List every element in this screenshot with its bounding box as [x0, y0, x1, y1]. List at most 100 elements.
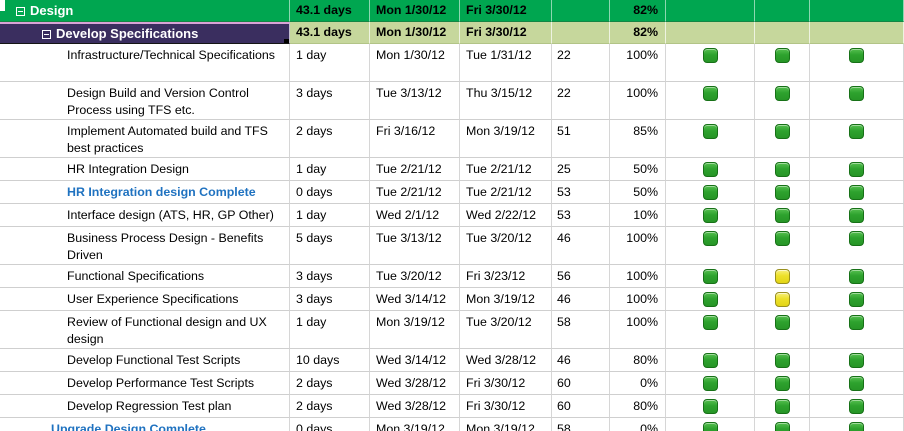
table-row[interactable]: User Experience Specifications 3 days We…	[0, 288, 904, 311]
percent-complete-cell[interactable]: 85%	[610, 120, 666, 158]
finish-date-cell[interactable]: Tue 2/21/12	[460, 158, 552, 181]
start-date-cell[interactable]: Mon 1/30/12	[370, 22, 460, 44]
task-name-cell[interactable]: Interface design (ATS, HR, GP Other)	[0, 204, 290, 227]
indicator-cell-3[interactable]	[810, 418, 904, 431]
predecessor-cell[interactable]: 22	[552, 82, 610, 120]
task-name-cell[interactable]: HR Integration design Complete	[0, 181, 290, 204]
table-row[interactable]: Develop Regression Test plan 2 days Wed …	[0, 395, 904, 418]
indicator-cell-2[interactable]	[755, 227, 810, 265]
start-date-cell[interactable]: Mon 1/30/12	[370, 0, 460, 22]
finish-date-cell[interactable]: Thu 3/15/12	[460, 82, 552, 120]
duration-cell[interactable]: 0 days	[290, 181, 370, 204]
finish-date-cell[interactable]: Fri 3/30/12	[460, 372, 552, 395]
duration-cell[interactable]: 2 days	[290, 120, 370, 158]
percent-complete-cell[interactable]: 0%	[610, 372, 666, 395]
predecessor-cell[interactable]: 22	[552, 44, 610, 82]
indicator-cell-3[interactable]	[810, 44, 904, 82]
indicator-cell-1[interactable]	[666, 265, 755, 288]
percent-complete-cell[interactable]: 82%	[610, 22, 666, 44]
task-name-cell[interactable]: Upgrade Design Complete	[0, 418, 290, 431]
finish-date-cell[interactable]: Fri 3/30/12	[460, 22, 552, 44]
percent-complete-cell[interactable]: 100%	[610, 311, 666, 349]
indicator-cell-1[interactable]	[666, 120, 755, 158]
finish-date-cell[interactable]: Mon 3/19/12	[460, 120, 552, 158]
indicator-cell-2[interactable]	[755, 265, 810, 288]
task-name-cell[interactable]: Develop Performance Test Scripts	[0, 372, 290, 395]
finish-date-cell[interactable]: Fri 3/30/12	[460, 0, 552, 22]
start-date-cell[interactable]: Fri 3/16/12	[370, 120, 460, 158]
indicator-cell-3[interactable]	[810, 120, 904, 158]
indicator-cell-3[interactable]	[810, 288, 904, 311]
predecessor-cell[interactable]: 58	[552, 418, 610, 431]
percent-complete-cell[interactable]: 100%	[610, 82, 666, 120]
start-date-cell[interactable]: Tue 3/13/12	[370, 227, 460, 265]
start-date-cell[interactable]: Wed 3/28/12	[370, 372, 460, 395]
table-row[interactable]: Functional Specifications 3 days Tue 3/2…	[0, 265, 904, 288]
indicator-cell-3[interactable]	[810, 0, 904, 22]
indicator-cell-3[interactable]	[810, 311, 904, 349]
indicator-cell-3[interactable]	[810, 395, 904, 418]
indicator-cell-1[interactable]	[666, 418, 755, 431]
table-row[interactable]: Develop Functional Test Scripts 10 days …	[0, 349, 904, 372]
task-name-cell[interactable]: User Experience Specifications	[0, 288, 290, 311]
collapse-icon[interactable]	[42, 30, 51, 39]
duration-cell[interactable]: 2 days	[290, 395, 370, 418]
table-row[interactable]: Upgrade Design Complete 0 days Mon 3/19/…	[0, 418, 904, 431]
start-date-cell[interactable]: Mon 3/19/12	[370, 418, 460, 431]
collapse-icon[interactable]	[16, 7, 25, 16]
finish-date-cell[interactable]: Mon 3/19/12	[460, 418, 552, 431]
indicator-cell-1[interactable]	[666, 158, 755, 181]
table-row[interactable]: HR Integration design Complete 0 days Tu…	[0, 181, 904, 204]
duration-cell[interactable]: 3 days	[290, 82, 370, 120]
table-row[interactable]: Design Build and Version Control Process…	[0, 82, 904, 120]
summary-row-design[interactable]: Design 43.1 days Mon 1/30/12 Fri 3/30/12…	[0, 0, 904, 22]
table-row[interactable]: Implement Automated build and TFS best p…	[0, 120, 904, 158]
indicator-cell-2[interactable]	[755, 120, 810, 158]
percent-complete-cell[interactable]: 100%	[610, 227, 666, 265]
predecessor-cell[interactable]: 60	[552, 395, 610, 418]
duration-cell[interactable]: 1 day	[290, 158, 370, 181]
duration-cell[interactable]: 3 days	[290, 288, 370, 311]
indicator-cell-3[interactable]	[810, 227, 904, 265]
indicator-cell-1[interactable]	[666, 204, 755, 227]
start-date-cell[interactable]: Tue 3/13/12	[370, 82, 460, 120]
predecessor-cell[interactable]: 51	[552, 120, 610, 158]
indicator-cell-2[interactable]	[755, 0, 810, 22]
predecessor-cell[interactable]: 58	[552, 311, 610, 349]
duration-cell[interactable]: 1 day	[290, 204, 370, 227]
finish-date-cell[interactable]: Tue 3/20/12	[460, 227, 552, 265]
indicator-cell-1[interactable]	[666, 288, 755, 311]
finish-date-cell[interactable]: Tue 1/31/12	[460, 44, 552, 82]
predecessor-cell[interactable]	[552, 22, 610, 44]
table-row[interactable]: Business Process Design - Benefits Drive…	[0, 227, 904, 265]
percent-complete-cell[interactable]: 100%	[610, 288, 666, 311]
predecessor-cell[interactable]: 46	[552, 349, 610, 372]
duration-cell[interactable]: 1 day	[290, 311, 370, 349]
finish-date-cell[interactable]: Mon 3/19/12	[460, 288, 552, 311]
duration-cell[interactable]: 10 days	[290, 349, 370, 372]
indicator-cell-2[interactable]	[755, 158, 810, 181]
finish-date-cell[interactable]: Fri 3/23/12	[460, 265, 552, 288]
indicator-cell-2[interactable]	[755, 44, 810, 82]
indicator-cell-1[interactable]	[666, 311, 755, 349]
predecessor-cell[interactable]: 46	[552, 288, 610, 311]
finish-date-cell[interactable]: Tue 2/21/12	[460, 181, 552, 204]
task-name-cell[interactable]: Design Build and Version Control Process…	[0, 82, 290, 120]
indicator-cell-1[interactable]	[666, 227, 755, 265]
indicator-cell-1[interactable]	[666, 0, 755, 22]
table-row[interactable]: Interface design (ATS, HR, GP Other) 1 d…	[0, 204, 904, 227]
percent-complete-cell[interactable]: 82%	[610, 0, 666, 22]
indicator-cell-3[interactable]	[810, 204, 904, 227]
percent-complete-cell[interactable]: 50%	[610, 158, 666, 181]
start-date-cell[interactable]: Mon 1/30/12	[370, 44, 460, 82]
duration-cell[interactable]: 5 days	[290, 227, 370, 265]
indicator-cell-3[interactable]	[810, 158, 904, 181]
percent-complete-cell[interactable]: 80%	[610, 395, 666, 418]
indicator-cell-2[interactable]	[755, 22, 810, 44]
finish-date-cell[interactable]: Tue 3/20/12	[460, 311, 552, 349]
indicator-cell-3[interactable]	[810, 265, 904, 288]
percent-complete-cell[interactable]: 10%	[610, 204, 666, 227]
indicator-cell-1[interactable]	[666, 22, 755, 44]
predecessor-cell[interactable]: 60	[552, 372, 610, 395]
task-name-cell-selected[interactable]: Develop Specifications	[0, 22, 290, 44]
